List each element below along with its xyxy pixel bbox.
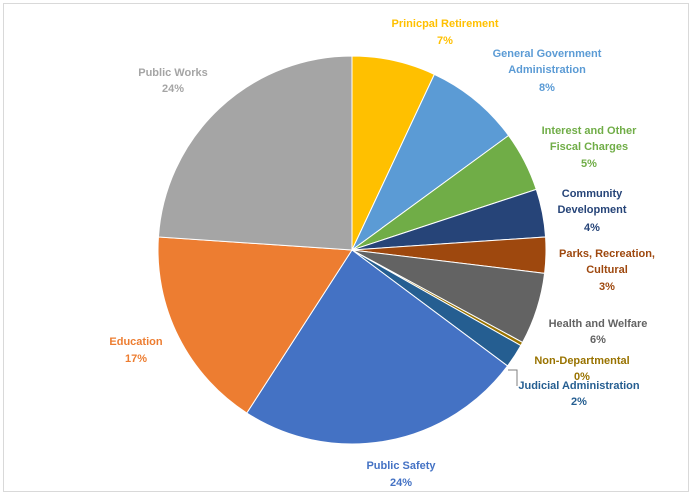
slice-label-name: Judicial Administration [518, 380, 640, 392]
slice-label-percent: 6% [590, 334, 606, 346]
pie-slice-general-government-administration [351, 73, 510, 251]
slice-label-percent: 4% [584, 222, 600, 234]
slice-label-name: Public Safety [366, 460, 436, 472]
slice-label-percent: 3% [599, 281, 615, 293]
slice-label-name: Parks, Recreation, Cultural [559, 248, 655, 276]
slice-label-name: Prinicpal Retirement [392, 18, 499, 30]
slice-label-name: Public Works [138, 67, 207, 79]
slice-label-name: Non-Departmental [534, 355, 629, 367]
pie-slices [157, 55, 547, 445]
slice-label-percent: 24% [162, 83, 184, 95]
leader-line-judicial-administration [508, 369, 518, 386]
slice-label-name: Health and Welfare [549, 318, 648, 330]
pie-slice-public-works [157, 55, 353, 251]
slice-label-name: Education [109, 336, 162, 348]
slice-label-percent: 2% [571, 396, 587, 408]
slice-label-percent: 17% [125, 353, 147, 365]
pie-slice-education [157, 236, 353, 414]
slice-label-percent: 5% [581, 158, 597, 170]
pie-slice-public-safety [246, 249, 509, 445]
slice-label-percent: 0% [574, 371, 590, 383]
slice-label-percent: 7% [437, 35, 453, 47]
slice-label-name: Interest and Other Fiscal Charges [542, 125, 637, 153]
slice-label-name: General Government Administration [493, 48, 602, 76]
slice-label-percent: 8% [539, 82, 555, 94]
leader-lines [508, 369, 518, 386]
slice-label-name: Community Development [557, 188, 626, 216]
slice-label-percent: 24% [390, 477, 412, 489]
